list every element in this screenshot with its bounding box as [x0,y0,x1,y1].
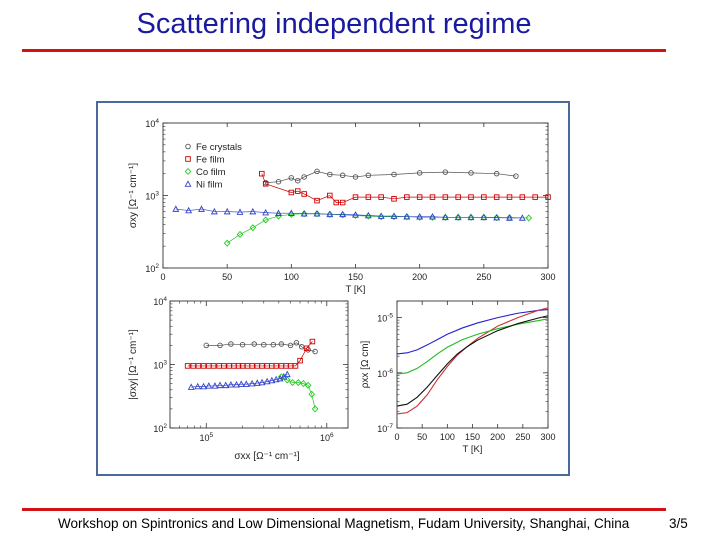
title-divider [22,49,666,52]
figure-frame [96,101,570,476]
slide-title: Scattering independent regime [136,8,532,40]
footer-divider [22,508,666,511]
page-number: 3/5 [669,516,688,531]
footer-text: Workshop on Spintronics and Low Dimensio… [58,516,630,531]
